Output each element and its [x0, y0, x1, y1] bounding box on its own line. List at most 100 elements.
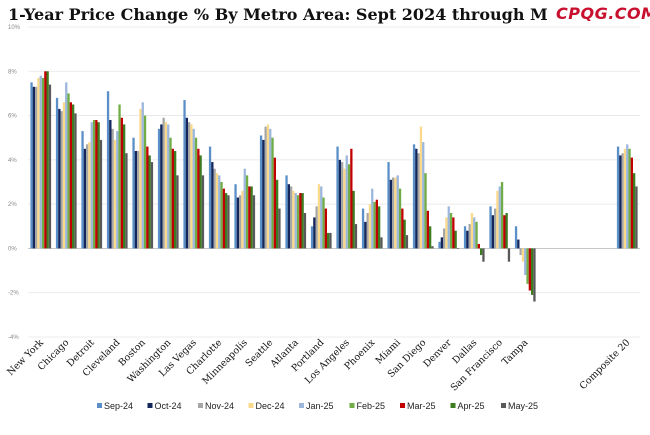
bar	[438, 241, 441, 249]
bar	[106, 91, 110, 249]
bar	[429, 226, 432, 249]
bar	[329, 232, 332, 249]
bar	[150, 162, 154, 249]
bar	[354, 224, 358, 249]
bars	[30, 71, 638, 302]
legend-label: Jan-25	[306, 401, 334, 411]
bar	[343, 168, 346, 249]
bar	[524, 248, 527, 275]
bar	[243, 168, 246, 249]
bar	[99, 139, 103, 249]
bar	[482, 248, 485, 262]
bar	[519, 248, 522, 256]
bar	[39, 75, 42, 249]
bar	[313, 217, 316, 249]
bar	[69, 102, 72, 249]
x-tick-label: Denver	[421, 337, 454, 370]
bar	[148, 155, 151, 249]
bar	[271, 137, 274, 249]
bar	[211, 162, 214, 249]
y-tick-label: 2%	[8, 202, 17, 208]
bar	[118, 104, 121, 249]
y-axis: -4% -2% 0% 2% 4% 6% 8% 10%	[8, 25, 21, 341]
bar	[141, 102, 144, 249]
bar	[494, 208, 497, 249]
bar	[378, 206, 381, 249]
bar	[373, 201, 376, 249]
bar	[109, 120, 112, 249]
bar	[157, 128, 161, 249]
bar	[389, 179, 392, 249]
bar	[341, 162, 344, 249]
bar	[183, 100, 186, 249]
bar	[424, 173, 427, 249]
y-tick-label: -2%	[8, 291, 19, 297]
bar	[111, 128, 114, 249]
bar	[192, 128, 195, 249]
bar	[239, 195, 242, 249]
bar	[475, 221, 478, 249]
bar	[324, 208, 327, 249]
legend-swatch	[198, 403, 203, 408]
bar	[220, 182, 223, 249]
y-tick-label: 10%	[8, 25, 21, 31]
bar	[241, 190, 244, 249]
bar	[352, 190, 355, 249]
bar	[248, 186, 251, 249]
bar	[396, 175, 399, 249]
bar	[269, 128, 272, 249]
bar	[137, 151, 140, 249]
bar	[188, 122, 191, 249]
bar	[139, 108, 142, 249]
bar	[392, 177, 395, 249]
bar	[273, 157, 276, 249]
bar	[58, 108, 61, 249]
bar	[454, 230, 457, 249]
bar	[394, 177, 397, 249]
bar	[470, 213, 474, 249]
bar	[134, 151, 137, 249]
bar	[227, 195, 230, 249]
legend-label: Apr-25	[458, 401, 485, 411]
y-tick-label: -4%	[8, 335, 19, 341]
brand-logo: CPQG.COM	[556, 4, 650, 23]
bar	[285, 175, 288, 249]
bar	[120, 117, 123, 249]
bar	[405, 235, 409, 249]
bar	[621, 153, 624, 249]
bar	[456, 248, 460, 250]
bar	[37, 77, 40, 249]
bar	[412, 144, 416, 249]
bar	[41, 77, 45, 249]
bar	[500, 182, 504, 249]
bar	[452, 217, 455, 249]
bar	[236, 197, 239, 249]
bar	[445, 217, 448, 249]
bar	[521, 248, 525, 262]
bar	[327, 232, 330, 249]
bar	[387, 162, 390, 249]
legend-swatch	[299, 403, 304, 408]
bar	[162, 117, 165, 249]
bar	[146, 146, 149, 249]
bar	[32, 86, 35, 249]
bar	[345, 155, 348, 249]
bar	[252, 195, 256, 249]
bar	[225, 193, 228, 249]
bar	[466, 230, 469, 249]
bar	[635, 186, 638, 249]
bar	[463, 226, 467, 249]
bar	[526, 248, 529, 284]
bar	[185, 117, 188, 249]
bar	[167, 124, 170, 249]
bar	[401, 208, 404, 249]
bar	[46, 71, 49, 249]
bar	[176, 175, 179, 249]
bar	[431, 246, 434, 249]
bar	[296, 195, 300, 249]
bar	[116, 131, 119, 249]
x-tick-label: Composite 20	[578, 337, 633, 392]
legend: Sep-24 Oct-24 Nov-24 Dec-24 Jan-25 Feb-25 Mar-…	[97, 401, 538, 411]
bar	[440, 237, 443, 249]
